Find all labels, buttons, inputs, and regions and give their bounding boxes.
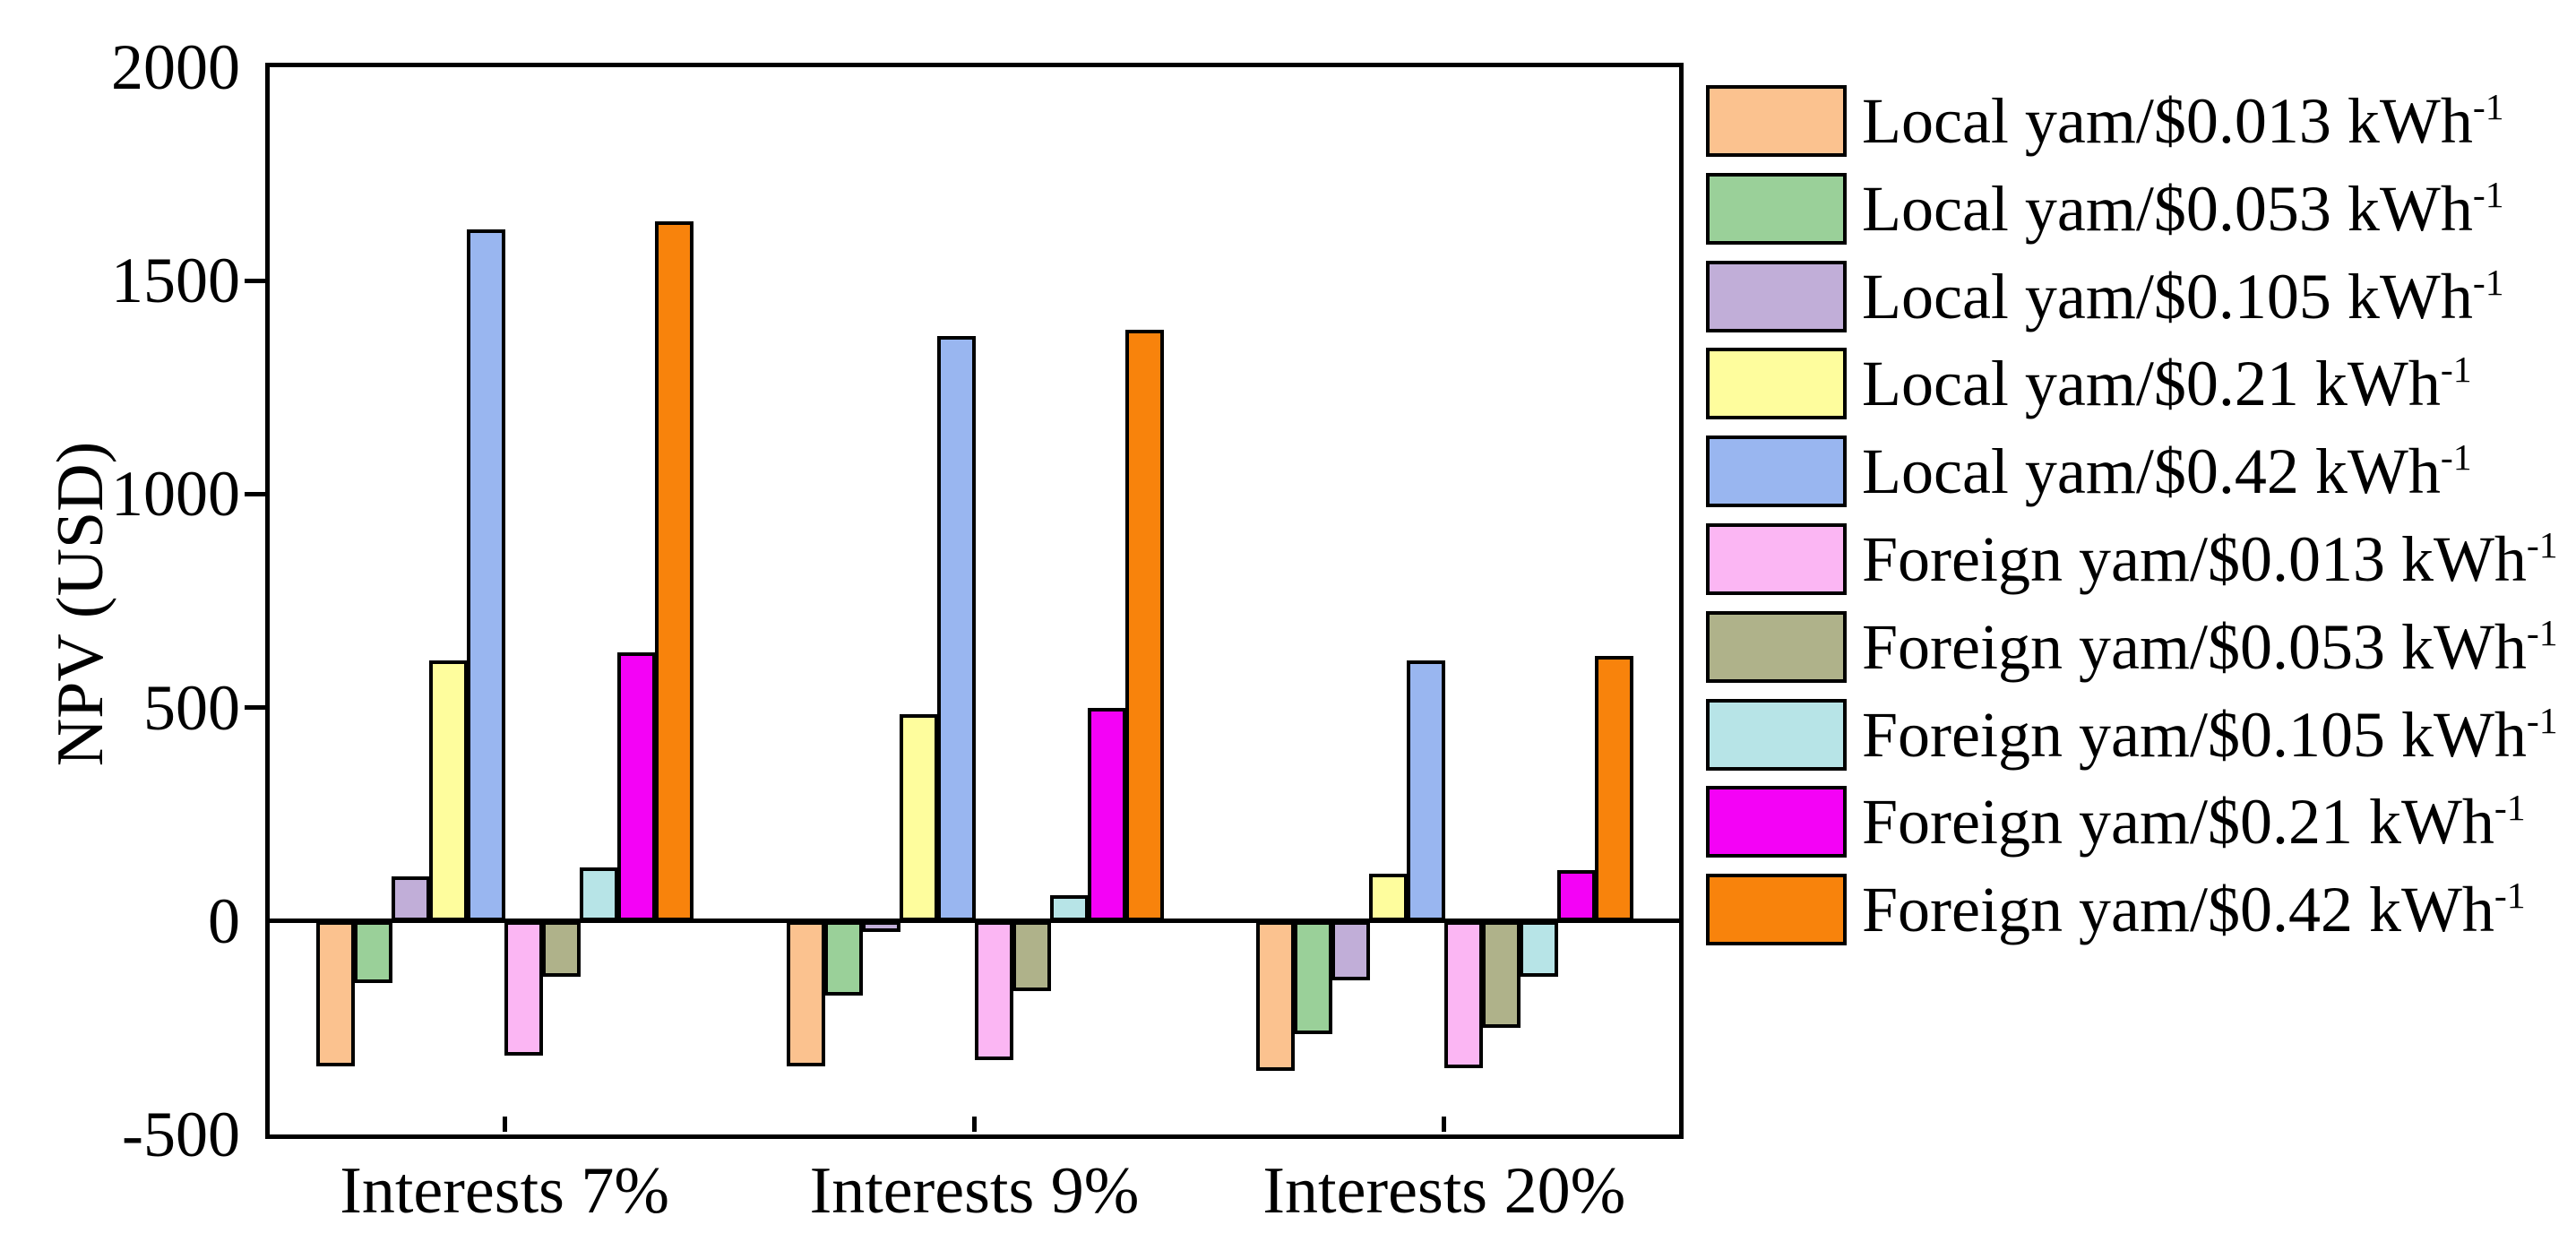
x-tick-mark-group2 bbox=[972, 1117, 977, 1132]
legend-label-superscript: -1 bbox=[2440, 349, 2472, 392]
legend-label-superscript: -1 bbox=[2472, 262, 2504, 304]
legend-swatch-9 bbox=[1706, 786, 1847, 858]
legend-label-9: Foreign yam/$0.21 kWh-1 bbox=[1862, 789, 2526, 854]
y-tick-label-1500: 1500 bbox=[111, 245, 240, 317]
legend-label-5: Local yam/$0.42 kWh-1 bbox=[1862, 439, 2472, 504]
zero-line bbox=[270, 919, 1679, 924]
legend-label-text: Foreign yam/$0.42 kWh bbox=[1862, 874, 2494, 946]
bar-series4-group3 bbox=[1368, 874, 1408, 921]
bar-series3-group3 bbox=[1331, 920, 1370, 981]
legend-label-8: Foreign yam/$0.105 kWh-1 bbox=[1862, 703, 2558, 767]
bar-series1-group2 bbox=[786, 920, 825, 1066]
legend-swatch-2 bbox=[1706, 172, 1847, 245]
x-axis-label-group2: Interests 9% bbox=[809, 1154, 1140, 1228]
legend-label-10: Foreign yam/$0.42 kWh-1 bbox=[1862, 877, 2526, 942]
bar-series8-group1 bbox=[580, 867, 619, 921]
bar-series5-group2 bbox=[936, 336, 976, 921]
legend-label-1: Local yam/$0.013 kWh-1 bbox=[1862, 89, 2504, 153]
bar-series7-group2 bbox=[1012, 920, 1051, 992]
y-tick-mark-1500 bbox=[245, 278, 270, 283]
bar-series1-group1 bbox=[316, 920, 356, 1066]
legend-label-superscript: -1 bbox=[2440, 437, 2472, 479]
x-tick-mark-group3 bbox=[1442, 1117, 1447, 1132]
legend-swatch-8 bbox=[1706, 698, 1847, 771]
legend-label-text: Foreign yam/$0.21 kWh bbox=[1862, 786, 2494, 858]
legend-label-3: Local yam/$0.105 kWh-1 bbox=[1862, 264, 2504, 329]
legend-swatch-5 bbox=[1706, 436, 1847, 508]
x-axis-label-group3: Interests 20% bbox=[1262, 1154, 1626, 1228]
bar-series6-group2 bbox=[974, 920, 1013, 1060]
legend-label-2: Local yam/$0.053 kWh-1 bbox=[1862, 177, 2504, 241]
legend-swatch-10 bbox=[1706, 874, 1847, 946]
bar-series7-group1 bbox=[542, 920, 582, 977]
bar-series4-group1 bbox=[429, 660, 469, 921]
y-tick-label-500: 500 bbox=[143, 671, 240, 744]
legend-label-4: Local yam/$0.21 kWh-1 bbox=[1862, 351, 2472, 416]
legend-label-superscript: -1 bbox=[2472, 174, 2504, 216]
legend-swatch-3 bbox=[1706, 260, 1847, 332]
y-tick-mark-1000 bbox=[245, 491, 270, 496]
bar-series6-group1 bbox=[504, 920, 544, 1056]
legend-label-7: Foreign yam/$0.053 kWh-1 bbox=[1862, 615, 2558, 679]
legend-swatch-1 bbox=[1706, 85, 1847, 157]
bar-series10-group3 bbox=[1594, 656, 1633, 921]
legend-swatch-6 bbox=[1706, 523, 1847, 595]
x-tick-mark-group1 bbox=[502, 1117, 507, 1132]
bar-series9-group2 bbox=[1087, 707, 1126, 921]
y-tick-label-1000: 1000 bbox=[111, 458, 240, 530]
bar-series2-group1 bbox=[354, 920, 393, 983]
legend-label-text: Local yam/$0.42 kWh bbox=[1862, 436, 2441, 508]
bar-series9-group3 bbox=[1556, 869, 1596, 921]
legend-label-6: Foreign yam/$0.013 kWh-1 bbox=[1862, 527, 2558, 591]
legend-label-text: Local yam/$0.105 kWh bbox=[1862, 260, 2473, 332]
x-axis-label-group1: Interests 7% bbox=[340, 1154, 670, 1228]
legend-label-text: Foreign yam/$0.105 kWh bbox=[1862, 698, 2527, 771]
legend-label-superscript: -1 bbox=[2494, 788, 2526, 830]
y-tick-label--500: -500 bbox=[122, 1099, 240, 1170]
legend-label-superscript: -1 bbox=[2526, 700, 2558, 742]
bar-series4-group2 bbox=[899, 713, 938, 921]
bar-series8-group2 bbox=[1049, 895, 1089, 921]
legend-label-text: Local yam/$0.21 kWh bbox=[1862, 348, 2441, 420]
bar-series1-group3 bbox=[1255, 920, 1295, 1071]
legend-label-text: Local yam/$0.053 kWh bbox=[1862, 172, 2473, 245]
bar-series9-group1 bbox=[617, 651, 657, 921]
legend-label-superscript: -1 bbox=[2526, 612, 2558, 654]
bar-series10-group1 bbox=[655, 220, 694, 921]
legend-label-superscript: -1 bbox=[2526, 525, 2558, 567]
bar-series8-group3 bbox=[1519, 920, 1558, 977]
bar-series2-group3 bbox=[1293, 920, 1332, 1035]
legend-swatch-7 bbox=[1706, 610, 1847, 683]
bar-series5-group1 bbox=[467, 229, 506, 921]
bar-series6-group3 bbox=[1443, 920, 1483, 1069]
legend-label-text: Foreign yam/$0.013 kWh bbox=[1862, 523, 2527, 595]
bar-series10-group2 bbox=[1124, 329, 1164, 921]
legend-label-superscript: -1 bbox=[2472, 87, 2504, 129]
legend-label-text: Foreign yam/$0.053 kWh bbox=[1862, 610, 2527, 683]
bar-series2-group2 bbox=[823, 920, 863, 996]
y-tick-mark-500 bbox=[245, 705, 270, 711]
legend-label-superscript: -1 bbox=[2494, 875, 2526, 918]
y-tick-label-0: 0 bbox=[208, 884, 240, 957]
bar-series5-group3 bbox=[1406, 660, 1445, 921]
bar-series7-group3 bbox=[1481, 920, 1521, 1028]
y-tick-label-2000: 2000 bbox=[111, 31, 240, 103]
legend-label-text: Local yam/$0.013 kWh bbox=[1862, 85, 2473, 157]
legend-swatch-4 bbox=[1706, 348, 1847, 420]
bar-series3-group1 bbox=[392, 875, 431, 921]
